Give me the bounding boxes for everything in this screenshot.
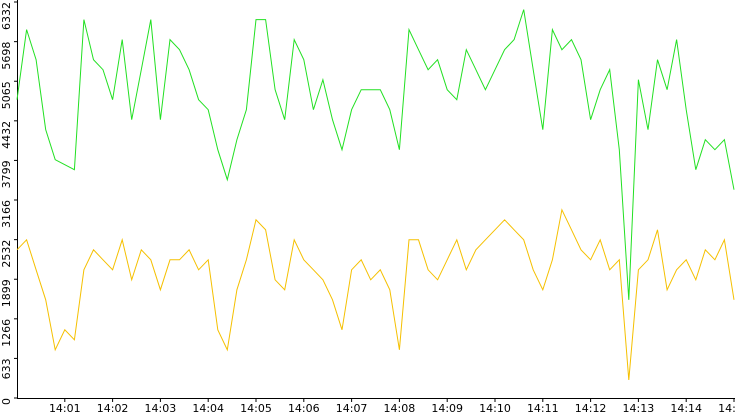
x-tick-label: 14:01 [49, 402, 81, 415]
x-tick-label: 14:05 [240, 402, 272, 415]
y-tick-label: 5065 [0, 81, 13, 109]
y-tick-label: 3166 [0, 200, 13, 228]
y-tick-label: 633 [0, 358, 13, 379]
x-tick-label: 14:08 [384, 402, 416, 415]
x-tick-label: 14:09 [431, 402, 463, 415]
y-tick-label: 2532 [0, 240, 13, 268]
y-tick-label: 1899 [0, 279, 13, 307]
series-line [16, 208, 735, 380]
x-tick-label: 14:03 [145, 402, 177, 415]
x-tick-label: 14:11 [527, 402, 559, 415]
y-tick-label: 6332 [0, 2, 13, 30]
x-tick-label: 14:12 [575, 402, 607, 415]
x-tick-label: 14:15 [718, 402, 735, 415]
x-tick-label: 14:13 [623, 402, 655, 415]
y-tick-label: 0 [0, 398, 13, 405]
y-tick-label: 3799 [0, 160, 13, 188]
x-tick-label: 14:04 [192, 402, 224, 415]
x-tick-label: 14:14 [670, 402, 702, 415]
x-tick-label: 14:06 [288, 402, 320, 415]
y-tick-label: 1266 [0, 319, 13, 347]
x-tick-label: 14:10 [479, 402, 511, 415]
x-tick-label: 14:02 [97, 402, 129, 415]
x-tick-label: 14:07 [336, 402, 368, 415]
series-line [16, 9, 735, 300]
y-tick-label: 5698 [0, 42, 13, 70]
y-tick-label: 4432 [0, 121, 13, 149]
